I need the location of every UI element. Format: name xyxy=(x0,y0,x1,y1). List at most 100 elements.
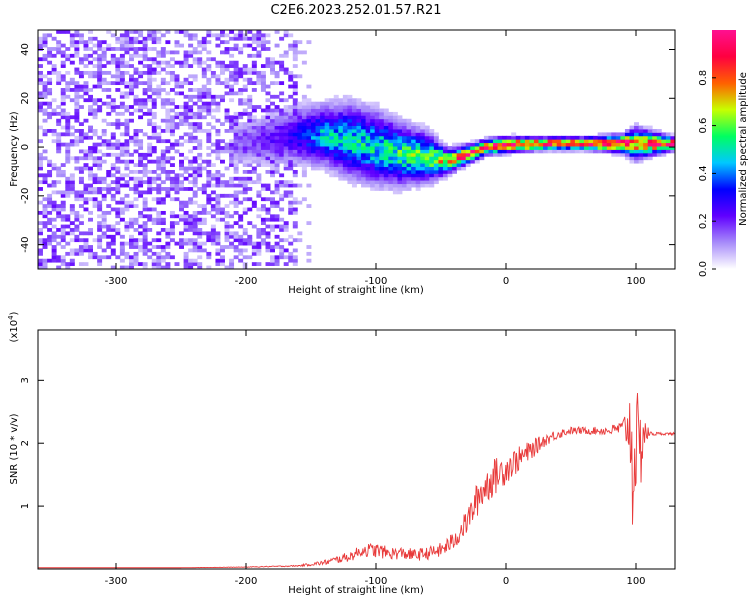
heatmap-cell xyxy=(283,122,289,126)
heatmap-cell xyxy=(397,166,403,171)
heatmap-cell xyxy=(69,142,75,147)
heatmap-cell xyxy=(83,190,89,195)
heatmap-cell xyxy=(620,146,626,150)
heatmap-cell xyxy=(106,139,112,144)
heatmap-cell xyxy=(392,122,398,126)
heatmap-cell xyxy=(74,214,80,219)
heatmap-cell xyxy=(165,173,171,178)
heatmap-cell xyxy=(283,142,289,147)
heatmap-cell xyxy=(56,40,62,45)
heatmap-cell xyxy=(233,210,239,215)
heatmap-cell xyxy=(56,180,62,185)
heatmap-cell xyxy=(670,132,676,137)
heatmap-cell xyxy=(279,135,285,140)
heatmap-cell xyxy=(465,152,471,157)
heatmap-cell xyxy=(533,142,539,147)
heatmap-cell xyxy=(242,132,248,137)
heatmap-cell xyxy=(242,238,248,243)
heatmap-cell xyxy=(288,149,294,154)
heatmap-cell xyxy=(424,146,430,150)
heatmap-cell xyxy=(383,115,389,120)
heatmap-cell xyxy=(420,180,426,185)
heatmap-cell xyxy=(665,135,671,140)
heatmap-cell xyxy=(174,187,180,191)
heatmap-cell xyxy=(297,238,303,243)
heatmap-cell xyxy=(97,142,103,147)
heatmap-cell xyxy=(251,149,257,154)
heatmap-cell xyxy=(270,156,275,161)
heatmap-cell xyxy=(292,197,298,202)
heatmap-cell xyxy=(69,88,75,92)
heatmap-cell xyxy=(656,142,662,147)
heatmap-cell xyxy=(356,163,362,167)
x-tick-label: 0 xyxy=(503,576,509,587)
heatmap-cell xyxy=(233,64,239,68)
heatmap-cell xyxy=(147,64,153,68)
heatmap-cell xyxy=(47,50,53,55)
heatmap-cell xyxy=(101,180,107,185)
heatmap-cell xyxy=(338,101,344,106)
heatmap-cell xyxy=(78,169,84,174)
heatmap-cell xyxy=(420,176,426,181)
heatmap-cell xyxy=(183,265,189,270)
heatmap-cell xyxy=(270,64,275,68)
heatmap-cell xyxy=(247,156,253,161)
heatmap-cell xyxy=(506,135,512,140)
heatmap-cell xyxy=(615,135,621,140)
heatmap-cell xyxy=(320,118,326,123)
heatmap-cell xyxy=(288,163,294,167)
heatmap-cell xyxy=(260,47,266,51)
heatmap-cell xyxy=(197,210,203,215)
heatmap-cell xyxy=(347,176,353,181)
heatmap-cell xyxy=(106,122,112,126)
heatmap-cell xyxy=(333,101,339,106)
heatmap-cell xyxy=(288,234,294,239)
heatmap-cell xyxy=(411,180,417,185)
heatmap-cell xyxy=(179,30,184,34)
heatmap-cell xyxy=(124,132,130,137)
heatmap-cell xyxy=(233,149,239,154)
heatmap-cell xyxy=(151,132,157,137)
heatmap-cell xyxy=(251,241,257,246)
heatmap-cell xyxy=(247,81,253,86)
heatmap-cell xyxy=(92,238,98,243)
heatmap-cell xyxy=(92,190,98,195)
heatmap-cell xyxy=(260,36,266,41)
heatmap-cell xyxy=(306,245,312,249)
heatmap-cell xyxy=(156,238,162,243)
heatmap-cell xyxy=(124,70,130,75)
heatmap-cell xyxy=(142,248,148,253)
heatmap-cell xyxy=(83,241,89,246)
heatmap-cell xyxy=(88,245,93,249)
heatmap-cell xyxy=(188,43,194,48)
heatmap-cell xyxy=(38,231,43,236)
heatmap-cell xyxy=(374,105,380,109)
heatmap-cell xyxy=(292,207,298,212)
heatmap-cell xyxy=(124,94,130,99)
heatmap-cell xyxy=(374,111,380,116)
heatmap-cell xyxy=(270,81,275,86)
heatmap-cell xyxy=(133,142,139,147)
heatmap-cell xyxy=(301,166,307,171)
heatmap-cell xyxy=(224,180,230,185)
heatmap-cell xyxy=(188,228,194,232)
heatmap-cell xyxy=(151,57,157,62)
heatmap-cell xyxy=(215,173,221,178)
heatmap-cell xyxy=(311,142,316,147)
heatmap-cell xyxy=(74,251,80,256)
heatmap-cell xyxy=(370,149,376,154)
heatmap-cell xyxy=(233,67,239,72)
heatmap-cell xyxy=(233,91,239,96)
heatmap-cell xyxy=(151,197,157,202)
heatmap-cell xyxy=(415,156,421,161)
heatmap-cell xyxy=(274,166,280,171)
heatmap-cell xyxy=(233,176,239,181)
heatmap-cell xyxy=(306,105,312,109)
heatmap-cell xyxy=(370,108,376,113)
heatmap-cell xyxy=(156,30,162,34)
heatmap-cell xyxy=(133,94,139,99)
heatmap-cell xyxy=(147,98,153,103)
heatmap-cell xyxy=(65,241,71,246)
heatmap-cell xyxy=(174,173,180,178)
heatmap-cell xyxy=(220,64,225,68)
